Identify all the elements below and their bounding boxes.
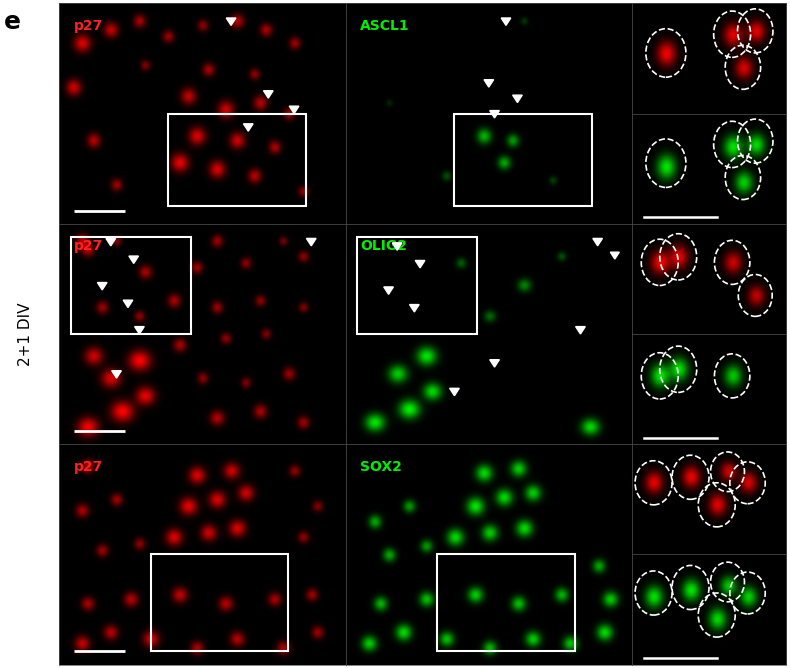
Polygon shape — [384, 287, 393, 295]
Text: p27: p27 — [73, 19, 103, 33]
Text: p27: p27 — [73, 460, 103, 474]
Polygon shape — [592, 238, 603, 246]
Polygon shape — [490, 111, 499, 118]
Polygon shape — [513, 95, 522, 102]
Polygon shape — [243, 124, 253, 131]
Bar — [168, 114, 306, 206]
Text: 2+1 DIV: 2+1 DIV — [18, 302, 32, 366]
Text: OLIG2: OLIG2 — [360, 239, 407, 253]
Bar — [438, 554, 575, 651]
Polygon shape — [134, 327, 145, 334]
Polygon shape — [490, 359, 499, 367]
Polygon shape — [501, 18, 511, 25]
Polygon shape — [97, 283, 107, 290]
Polygon shape — [484, 79, 494, 87]
Polygon shape — [576, 327, 585, 334]
Text: ASCL1: ASCL1 — [360, 19, 409, 33]
Bar — [151, 554, 288, 651]
Bar — [357, 237, 477, 334]
Polygon shape — [393, 243, 402, 250]
Polygon shape — [611, 253, 619, 259]
Text: e: e — [4, 10, 21, 34]
Polygon shape — [264, 91, 273, 98]
Text: p27: p27 — [73, 239, 103, 253]
Polygon shape — [129, 256, 138, 263]
Polygon shape — [106, 238, 115, 246]
Polygon shape — [307, 238, 316, 246]
Bar — [71, 237, 191, 334]
Polygon shape — [226, 18, 236, 25]
Text: SOX2: SOX2 — [360, 460, 402, 474]
Polygon shape — [123, 300, 133, 307]
Polygon shape — [409, 305, 419, 312]
Polygon shape — [111, 371, 122, 378]
Polygon shape — [289, 106, 299, 114]
Polygon shape — [450, 388, 459, 395]
Bar — [454, 114, 592, 206]
Polygon shape — [416, 261, 425, 268]
